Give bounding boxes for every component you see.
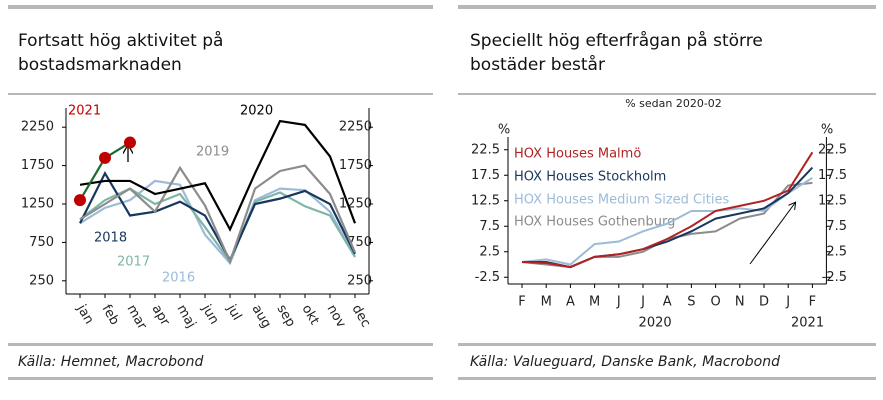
series-label: HOX Houses Gothenburg (514, 215, 675, 230)
y-tick-label: 1750 (21, 158, 54, 173)
y-tick-label: -2.5 (475, 270, 500, 285)
x-tick-label: A (663, 295, 672, 310)
series-line (79, 119, 357, 232)
x-tick-label: mar (124, 302, 150, 333)
x-tick-label: J (640, 295, 645, 310)
series-label: 2019 (196, 145, 229, 160)
x-tick-label: D (759, 295, 769, 310)
x-tick-label: aug (249, 302, 274, 331)
y-tick-label: 22.5 (818, 142, 847, 157)
x-tick-label: M (589, 295, 600, 310)
series-label: HOX Houses Stockholm (514, 170, 666, 185)
decor (8, 5, 876, 380)
series-label: 2017 (117, 255, 150, 270)
x-tick-label: S (687, 295, 695, 310)
y-tick-label: 22.5 (471, 142, 500, 157)
series-line (521, 176, 813, 266)
x-tick-label: O (710, 295, 720, 310)
year-label: 2021 (791, 316, 824, 331)
series-label: 2018 (94, 231, 127, 246)
y-tick-label: 2.5 (826, 244, 847, 259)
x-tick-label: okt (299, 302, 322, 327)
x-tick-label: F (518, 295, 525, 310)
marker (99, 151, 111, 164)
marker (124, 136, 136, 149)
x-tick-label: F (809, 295, 816, 310)
chart-title: Speciellt hög efterfrågan på större (470, 30, 763, 51)
y-tick-label: 250 (347, 273, 372, 288)
series-line (79, 170, 356, 263)
y-tick-label: 12.5 (818, 193, 847, 208)
y-tick-label: 2250 (339, 120, 372, 135)
x-tick-label: jun (198, 301, 222, 327)
y-tick-label: -2.5 (822, 270, 847, 285)
x-tick-label: maj (174, 302, 199, 331)
x-tick-label: jul (223, 301, 244, 323)
x-tick-label: nov (324, 302, 349, 330)
source: Källa: Valueguard, Danske Bank, Macrobon… (470, 354, 780, 370)
y-tick-label: 2250 (21, 120, 54, 135)
series-line (521, 151, 814, 269)
y-tick-label: 17.5 (818, 168, 847, 183)
marker (74, 194, 86, 207)
y-tick-label: 2.5 (479, 244, 500, 259)
series-label: HOX Houses Medium Sized Cities (514, 193, 729, 208)
y-tick-label: 7.5 (479, 219, 500, 234)
x-tick-label: J (616, 295, 621, 310)
series-label: 2020 (240, 104, 273, 119)
y-tick-label: 750 (29, 235, 54, 250)
series-label: HOX Houses Malmö (514, 147, 641, 162)
y-tick-label: 17.5 (471, 168, 500, 183)
x-tick-label: M (541, 295, 552, 310)
unit: % (498, 123, 510, 138)
x-tick-label: sep (274, 302, 299, 329)
year-label: 2020 (639, 316, 672, 331)
chart-title: bostadsmarknaden (18, 55, 182, 75)
subtitle: % sedan 2020-02 (625, 97, 722, 110)
y-tick-label: 7.5 (826, 219, 847, 234)
x-tick-label: apr (149, 302, 173, 329)
y-tick-label: 1750 (339, 158, 372, 173)
x-tick-label: feb (99, 302, 122, 328)
unit: % (821, 123, 833, 138)
y-tick-label: 12.5 (471, 193, 500, 208)
series-line (79, 164, 357, 265)
x-tick-label: jan (73, 301, 96, 327)
source: Källa: Hemnet, Macrobond (18, 354, 203, 370)
series-label: 2016 (162, 271, 195, 286)
series-label: 2021 (68, 104, 101, 119)
y-tick-label: 250 (29, 273, 54, 288)
x-tick-label: dec (349, 302, 374, 330)
chart-title: bostäder består (470, 54, 605, 75)
chart-title: Fortsatt hög aktivitet på (18, 30, 223, 51)
x-tick-label: J (785, 295, 790, 310)
y-tick-label: 1250 (339, 197, 372, 212)
x-tick-label: A (566, 295, 575, 310)
x-tick-label: N (735, 295, 745, 310)
y-tick-label: 1250 (21, 197, 54, 212)
